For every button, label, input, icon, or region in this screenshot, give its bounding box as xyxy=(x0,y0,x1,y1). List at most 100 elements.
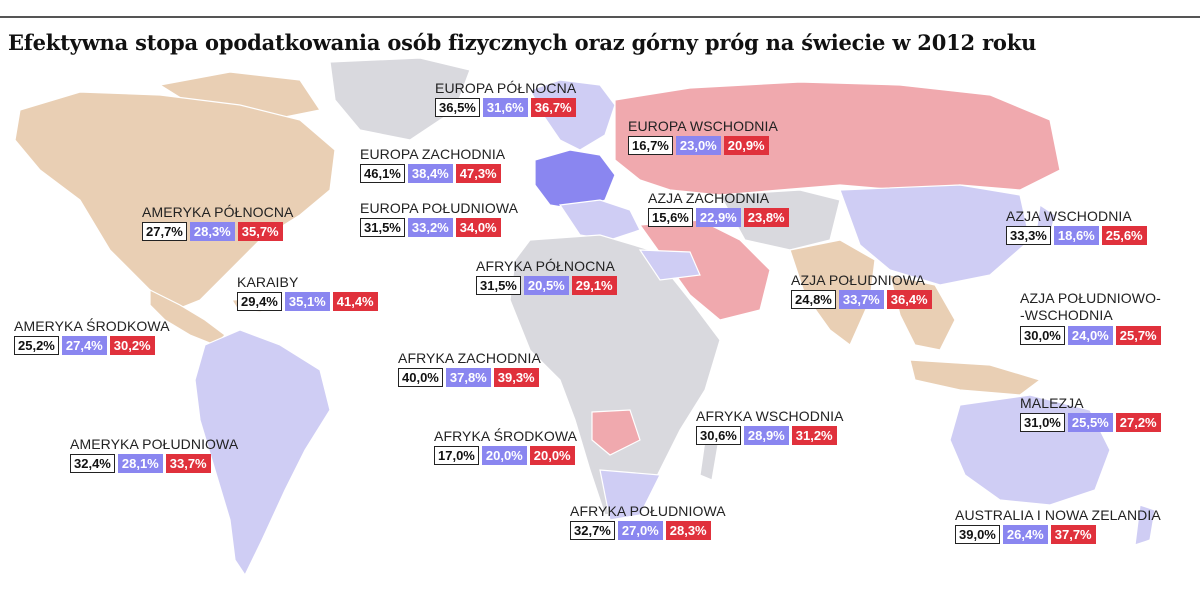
region-europa-polnocna: EUROPA PÓŁNOCNA 36,5% 31,6% 36,7% xyxy=(435,80,576,117)
region-azja-poludniowa: AZJA POŁUDNIOWA 24,8% 33,7% 36,4% xyxy=(791,272,932,309)
value-purple: 31,6% xyxy=(482,98,528,117)
region-name: EUROPA ZACHODNIA xyxy=(360,146,506,162)
region-europa-poludniowa: EUROPA POŁUDNIOWA 31,5% 33,2% 34,0% xyxy=(360,200,518,237)
western-europe-shape xyxy=(534,149,616,211)
value-purple: 28,3% xyxy=(189,222,235,241)
region-afryka-polnocna: AFRYKA PÓŁNOCNA 31,5% 20,5% 29,1% xyxy=(476,258,617,295)
value-purple: 37,8% xyxy=(445,368,491,387)
value-purple: 27,0% xyxy=(617,521,663,540)
value-red: 31,2% xyxy=(791,426,837,445)
south-africa-shape xyxy=(599,469,661,521)
region-name: EUROPA WSCHODNIA xyxy=(628,118,778,134)
value-effective-rate: 31,0% xyxy=(1020,413,1065,432)
value-red: 27,2% xyxy=(1115,413,1161,432)
value-purple: 27,4% xyxy=(61,336,107,355)
region-afryka-zachodnia: AFRYKA ZACHODNIA 40,0% 37,8% 39,3% xyxy=(398,350,541,387)
value-effective-rate: 30,0% xyxy=(1020,326,1065,345)
value-red: 30,2% xyxy=(109,336,155,355)
value-purple: 35,1% xyxy=(284,292,330,311)
region-karaiby: KARAIBY 29,4% 35,1% 41,4% xyxy=(237,274,378,311)
value-purple: 22,9% xyxy=(695,208,741,227)
region-name: AMERYKA PÓŁNOCNA xyxy=(142,204,294,220)
value-purple: 33,7% xyxy=(838,290,884,309)
value-effective-rate: 15,6% xyxy=(648,208,693,227)
region-name: AFRYKA PÓŁNOCNA xyxy=(476,258,615,274)
region-ameryka-srodkowa: AMERYKA ŚRODKOWA 25,2% 27,4% 30,2% xyxy=(14,318,170,355)
region-azja-zachodnia: AZJA ZACHODNIA 15,6% 22,9% 23,8% xyxy=(648,190,789,227)
value-red: 25,6% xyxy=(1101,226,1147,245)
value-red: 37,7% xyxy=(1050,525,1096,544)
value-red: 41,4% xyxy=(332,292,378,311)
value-purple: 23,0% xyxy=(675,136,721,155)
value-red: 25,7% xyxy=(1115,326,1161,345)
value-purple: 25,5% xyxy=(1067,413,1113,432)
value-red: 39,3% xyxy=(493,368,539,387)
region-malezja: MALEZJA 31,0% 25,5% 27,2% xyxy=(1020,395,1161,432)
value-red: 23,8% xyxy=(743,208,789,227)
south-america-shape xyxy=(194,329,331,577)
madagascar-shape xyxy=(699,439,719,481)
region-ameryka-poludniowa: AMERYKA POŁUDNIOWA 32,4% 28,1% 33,7% xyxy=(70,436,238,473)
value-red: 28,3% xyxy=(665,521,711,540)
region-name: MALEZJA xyxy=(1020,395,1084,411)
region-name: AZJA ZACHODNIA xyxy=(648,190,770,206)
value-effective-rate: 40,0% xyxy=(398,368,443,387)
top-rule xyxy=(0,16,1200,18)
region-ameryka-polnocna: AMERYKA PÓŁNOCNA 27,7% 28,3% 35,7% xyxy=(142,204,294,241)
region-name: AFRYKA POŁUDNIOWA xyxy=(570,503,726,519)
region-afryka-poludniowa: AFRYKA POŁUDNIOWA 32,7% 27,0% 28,3% xyxy=(570,503,726,540)
region-azja-poludniowo-wschodnia: AZJA POŁUDNIOWO- -WSCHODNIA 30,0% 24,0% … xyxy=(1020,290,1161,345)
value-effective-rate: 32,4% xyxy=(70,454,115,473)
region-name: AZJA POŁUDNIOWO- -WSCHODNIA xyxy=(1020,290,1161,323)
region-name: AFRYKA WSCHODNIA xyxy=(696,408,844,424)
value-purple: 33,2% xyxy=(407,218,453,237)
new-zealand-shape xyxy=(1134,504,1156,546)
value-effective-rate: 27,7% xyxy=(142,222,187,241)
indonesia-shape xyxy=(909,359,1042,396)
value-red: 33,7% xyxy=(165,454,211,473)
region-name: EUROPA POŁUDNIOWA xyxy=(360,200,519,216)
east-asia-shape xyxy=(839,184,1031,286)
value-purple: 18,6% xyxy=(1053,226,1099,245)
value-purple: 20,5% xyxy=(523,276,569,295)
value-effective-rate: 16,7% xyxy=(628,136,673,155)
value-effective-rate: 17,0% xyxy=(434,446,479,465)
value-effective-rate: 29,4% xyxy=(237,292,282,311)
north-america-shape xyxy=(14,91,336,311)
value-effective-rate: 25,2% xyxy=(14,336,59,355)
value-red: 35,7% xyxy=(237,222,283,241)
value-effective-rate: 46,1% xyxy=(360,164,405,183)
region-name: AUSTRALIA I NOWA ZELANDIA xyxy=(955,507,1161,523)
region-name: AFRYKA ZACHODNIA xyxy=(398,350,541,366)
value-red: 20,0% xyxy=(529,446,575,465)
region-name: EUROPA PÓŁNOCNA xyxy=(435,80,577,96)
value-purple: 26,4% xyxy=(1002,525,1048,544)
value-red: 34,0% xyxy=(455,218,501,237)
value-purple: 38,4% xyxy=(407,164,453,183)
region-afryka-wschodnia: AFRYKA WSCHODNIA 30,6% 28,9% 31,2% xyxy=(696,408,844,445)
value-red: 29,1% xyxy=(571,276,617,295)
value-effective-rate: 30,6% xyxy=(696,426,741,445)
value-red: 47,3% xyxy=(455,164,501,183)
value-effective-rate: 32,7% xyxy=(570,521,615,540)
value-purple: 24,0% xyxy=(1067,326,1113,345)
region-europa-zachodnia: EUROPA ZACHODNIA 46,1% 38,4% 47,3% xyxy=(360,146,505,183)
value-red: 20,9% xyxy=(723,136,769,155)
greenland-shape xyxy=(329,57,471,141)
region-name: AMERYKA ŚRODKOWA xyxy=(14,318,170,334)
north-africa-shape xyxy=(638,249,701,281)
value-effective-rate: 36,5% xyxy=(435,98,480,117)
page-title: Efektywna stopa opodatkowania osób fizyc… xyxy=(8,30,1037,55)
region-afryka-srodkowa: AFRYKA ŚRODKOWA 17,0% 20,0% 20,0% xyxy=(434,428,577,465)
value-effective-rate: 31,5% xyxy=(360,218,405,237)
value-effective-rate: 39,0% xyxy=(955,525,1000,544)
value-purple: 20,0% xyxy=(481,446,527,465)
value-effective-rate: 24,8% xyxy=(791,290,836,309)
value-effective-rate: 33,3% xyxy=(1006,226,1051,245)
value-effective-rate: 31,5% xyxy=(476,276,521,295)
region-australia-nowa-zelandia: AUSTRALIA I NOWA ZELANDIA 39,0% 26,4% 37… xyxy=(955,507,1161,544)
region-azja-wschodnia: AZJA WSCHODNIA 33,3% 18,6% 25,6% xyxy=(1006,208,1147,245)
central-africa-shape xyxy=(591,409,641,456)
region-name: KARAIBY xyxy=(237,274,299,290)
